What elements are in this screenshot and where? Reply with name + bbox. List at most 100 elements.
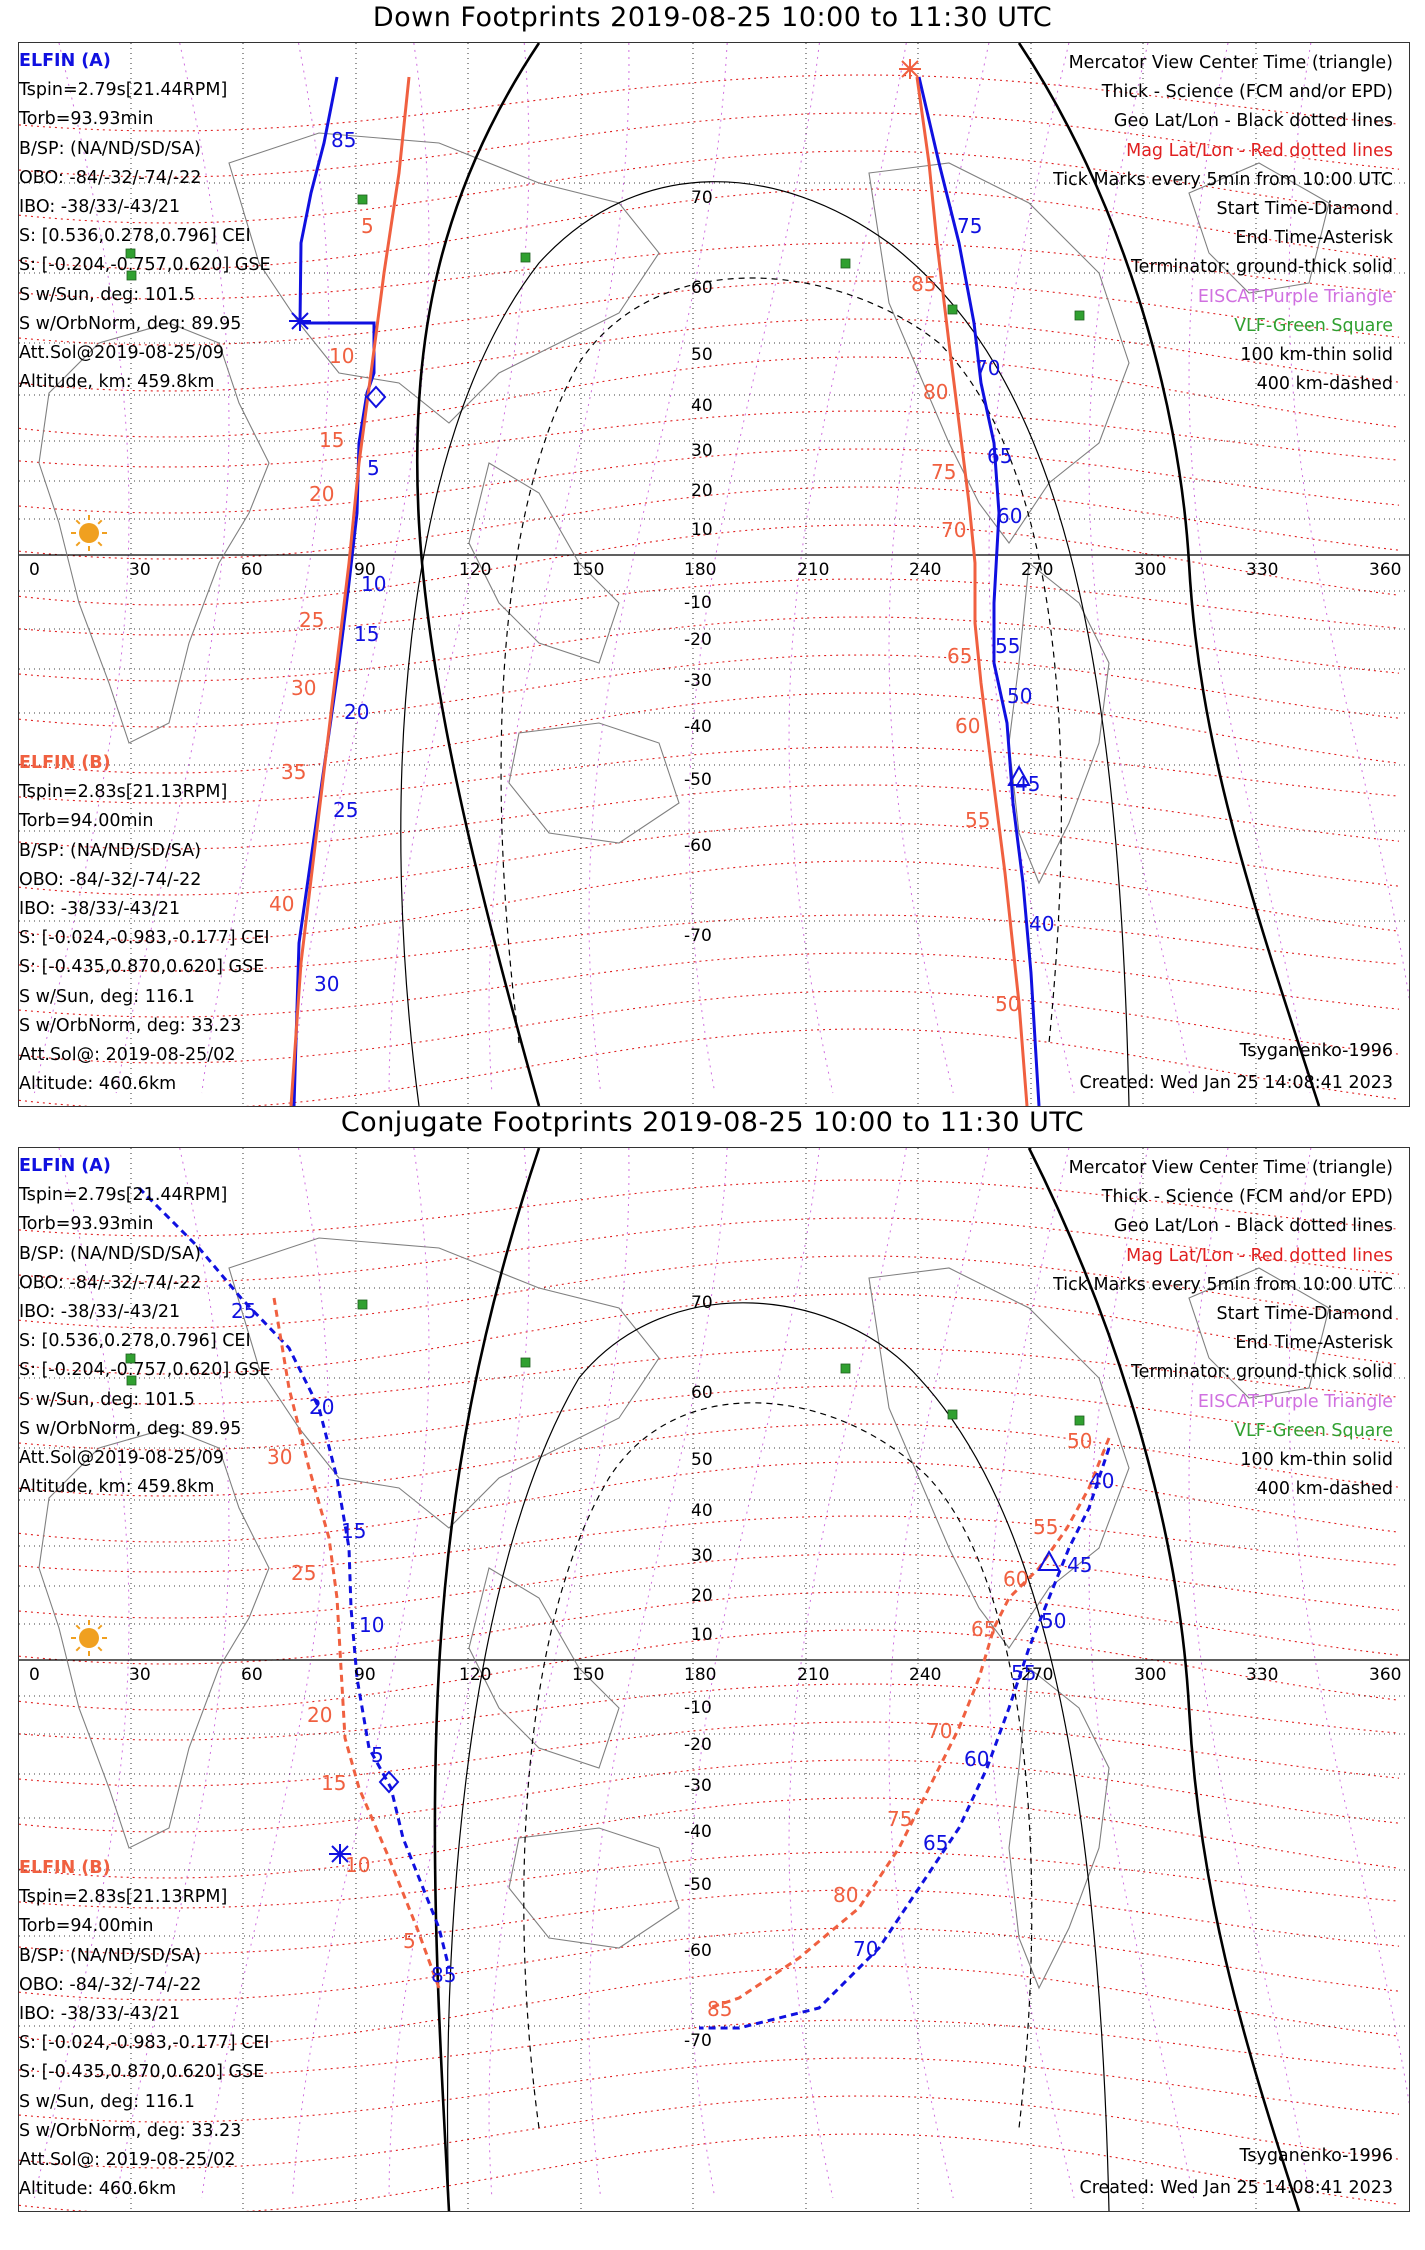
- elfin-b-info: ELFIN (B) Tspin=2.83s[21.13RPM] Torb=94.…: [19, 749, 270, 1099]
- axis-tick-labels: 0 30 60 90 120 150 180 210 240 270 300 3…: [29, 188, 1401, 946]
- mag-lon-line: [988, 1148, 1075, 2199]
- mag-lat-line: [19, 1683, 1400, 1741]
- elfin-a-ibo: IBO: -38/33/-43/21: [19, 1302, 181, 1323]
- track-label: 70: [941, 518, 966, 542]
- lon-tick: 150: [572, 1665, 604, 1685]
- lat-tick: -20: [684, 630, 712, 650]
- elfin-a-alt: Altitude, km: 459.8km: [19, 372, 215, 393]
- sun-ray: [97, 1624, 103, 1630]
- track-label: 70: [853, 1937, 878, 1961]
- track-label: 5: [371, 1743, 384, 1767]
- lat-tick: 30: [691, 441, 713, 461]
- track-label: 50: [1041, 1609, 1066, 1633]
- elfin-a-att: Att.Sol@2019-08-25/09: [19, 1448, 224, 1469]
- shell-100km: [400, 181, 1130, 1106]
- lon-tick: 300: [1134, 1665, 1166, 1685]
- panel-title-conj: Conjugate Footprints 2019-08-25 10:00 to…: [340, 1107, 1085, 1138]
- track-label: 15: [341, 1519, 366, 1543]
- legend-start-time: Start Time-Diamond: [1216, 1304, 1393, 1325]
- vlf-station-marker: [357, 1299, 368, 1310]
- elfin-a-att: Att.Sol@2019-08-25/09: [19, 343, 224, 364]
- down-footprints-panel: 0 30 60 90 120 150 180 210 240 270 300 3…: [18, 42, 1410, 1107]
- lat-tick: 70: [691, 188, 713, 208]
- lon-tick: 300: [1134, 560, 1166, 580]
- coastline: [228, 1237, 660, 1529]
- lon-tick: 30: [129, 560, 151, 580]
- legend-400km: 400 km-dashed: [1256, 1479, 1393, 1500]
- mag-lon-line: [488, 1148, 630, 2199]
- coastline: [508, 1827, 680, 1949]
- vlf-station-marker: [947, 1409, 958, 1420]
- elfin-a-s-gse: S: [-0.204,-0.757,0.620] GSE: [19, 1360, 271, 1381]
- elfin-a-time-labels: 25 20 15 10 5 85 40 45 50 55 60 65 70: [231, 1299, 1114, 1987]
- terminator-lines: [433, 1148, 1301, 2211]
- track-label: 75: [887, 1807, 912, 1831]
- lat-tick: -70: [684, 2031, 712, 2051]
- elfin-b-sw-orb: S w/OrbNorm, deg: 33.23: [19, 1015, 242, 1036]
- sun-ray: [75, 519, 81, 525]
- lat-tick: -10: [684, 593, 712, 613]
- elfin-a-sw-orb: S w/OrbNorm, deg: 89.95: [19, 313, 242, 334]
- sun-ray: [97, 541, 103, 547]
- coastlines: [38, 1237, 1330, 1990]
- lat-tick: -50: [684, 1875, 712, 1895]
- coastline: [1008, 561, 1110, 885]
- track-label: 30: [314, 972, 339, 996]
- legend-thick-science: Thick - Science (FCM and/or EPD): [1101, 1187, 1393, 1208]
- lat-tick: 10: [691, 1625, 713, 1645]
- elfin-b-name: ELFIN (B): [19, 753, 111, 773]
- coastlines: [38, 132, 1330, 885]
- lat-tick: -30: [684, 671, 712, 691]
- footer-created: Created: Wed Jan 25 14:08:41 2023: [1079, 2178, 1394, 2198]
- track-label: 60: [955, 714, 980, 738]
- terminator-ground: [1027, 1148, 1301, 2211]
- mag-lat-line: [19, 74, 1400, 132]
- lat-tick: -30: [684, 1776, 712, 1796]
- elfin-b-time-labels: 30 25 20 15 10 5 50 55 60 65 70 75 80 85: [267, 1429, 1092, 2021]
- lon-tick: 90: [354, 560, 376, 580]
- lat-tick: 60: [691, 1383, 713, 1403]
- vlf-station-marker: [125, 248, 136, 259]
- elfin-a-track: [917, 76, 1041, 1106]
- lat-tick: 10: [691, 520, 713, 540]
- track-label: 85: [707, 1997, 732, 2021]
- vlf-station-marker: [357, 194, 368, 205]
- legend-terminator: Terminator: ground-thick solid: [1130, 1362, 1393, 1383]
- vlf-station-marker: [840, 258, 851, 269]
- legend-vlf: VLF-Green Square: [1234, 1420, 1393, 1441]
- track-label: 10: [345, 1853, 370, 1877]
- mag-lon-line: [588, 43, 728, 1094]
- center-time-triangle: [1037, 1549, 1061, 1571]
- elfin-a-ibo: IBO: -38/33/-43/21: [19, 197, 181, 218]
- mag-lat-line: [19, 1028, 1400, 1106]
- mag-lon-line: [488, 43, 630, 1094]
- coastline: [1188, 162, 1330, 294]
- mag-lat-line: [19, 914, 1400, 972]
- track-label: 55: [995, 634, 1020, 658]
- lon-tick: 180: [684, 560, 716, 580]
- footer-model: Tsyganenko-1996: [1239, 1041, 1393, 1061]
- mag-lat-line: [19, 692, 1400, 774]
- vlf-station-marker: [126, 1375, 137, 1386]
- track-label: 85: [431, 1963, 456, 1987]
- track-label: 80: [923, 380, 948, 404]
- coastline: [1188, 1267, 1330, 1399]
- elfin-a-sw-sun: S w/Sun, deg: 101.5: [19, 1389, 195, 1410]
- mag-lat-line: [19, 746, 1400, 804]
- track-label: 55: [965, 808, 990, 832]
- track-label: 35: [281, 760, 306, 784]
- track-label: 80: [833, 1883, 858, 1907]
- sun-ray: [97, 1646, 103, 1652]
- track-label: 20: [309, 482, 334, 506]
- track-label: 25: [231, 1299, 256, 1323]
- track-label: 60: [964, 1747, 989, 1771]
- coastline: [38, 322, 270, 744]
- mag-lon-line: [988, 43, 1075, 1094]
- coastline: [468, 462, 620, 664]
- terminator-ground: [433, 1148, 541, 2211]
- mag-lat-line: [19, 578, 1400, 636]
- elfin-b-att: Att.Sol@: 2019-08-25/02: [19, 1045, 236, 1066]
- elfin-a-s-cei: S: [0.536,0.278,0.796] CEI: [19, 1331, 251, 1352]
- lon-tick: 270: [1021, 1665, 1053, 1685]
- coastline: [468, 1567, 620, 1769]
